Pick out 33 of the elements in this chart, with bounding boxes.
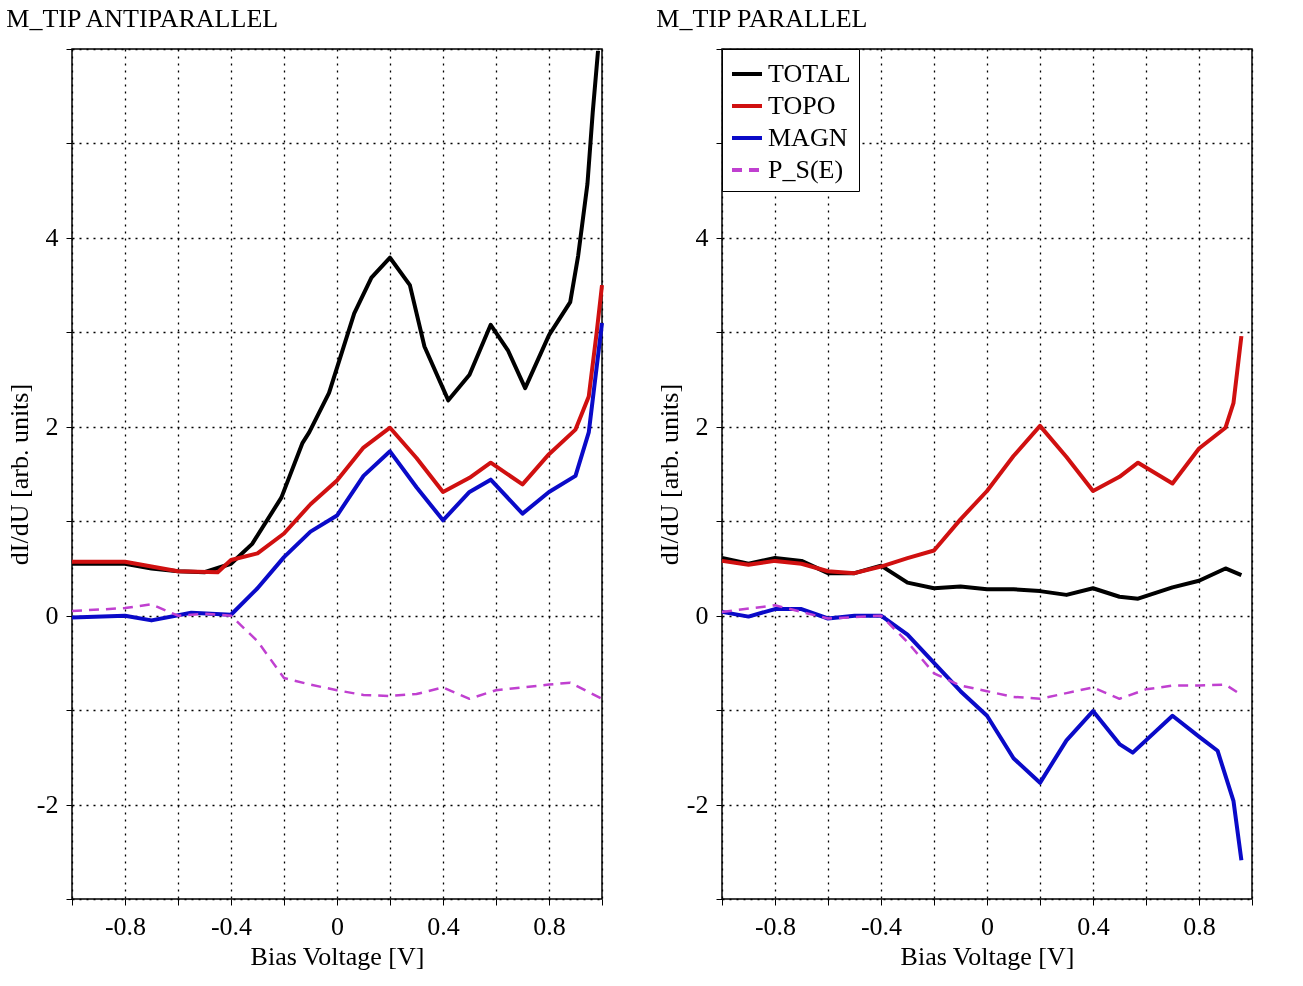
y-tick-label: 4 — [45, 223, 59, 253]
chart-title: M_TIP PARALLEL — [656, 4, 868, 33]
x-tick-label: 0 — [331, 911, 344, 941]
x-tick-label: -0.8 — [104, 911, 147, 941]
x-axis-title: Bias Voltage [V] — [250, 941, 425, 971]
y-tick-label: 2 — [45, 412, 59, 442]
x-tick-label: -0.8 — [754, 911, 797, 941]
y-tick-label: 2 — [695, 412, 709, 442]
line-series — [720, 607, 1244, 863]
y-tick-label: -2 — [36, 790, 59, 820]
x-tick-label: 0.8 — [1183, 911, 1216, 941]
x-tick-label: -0.4 — [860, 911, 903, 941]
y-axis-title: dI/dU [arb. units] — [4, 383, 34, 566]
y-axis-title: dI/dU [arb. units] — [654, 383, 684, 566]
line-series — [70, 283, 604, 575]
legend-label: MAGN — [768, 123, 848, 152]
y-tick-label: 4 — [695, 223, 709, 253]
chart-title: M_TIP ANTIPARALLEL — [6, 4, 279, 33]
x-axis-title: Bias Voltage [V] — [900, 941, 1075, 971]
line-series — [70, 320, 604, 623]
x-tick-label: 0.8 — [533, 911, 566, 941]
legend-label: TOPO — [768, 91, 836, 120]
line-series — [720, 334, 1244, 576]
y-tick-label: -2 — [686, 790, 709, 820]
legend-label: P_S(E) — [768, 155, 844, 184]
x-tick-label: 0.4 — [1077, 911, 1110, 941]
y-tick-label: 0 — [45, 601, 59, 631]
x-tick-label: -0.4 — [210, 911, 253, 941]
y-tick-label: 0 — [695, 601, 709, 631]
x-tick-label: 0 — [981, 911, 994, 941]
line-series — [70, 603, 604, 701]
x-tick-label: 0.4 — [427, 911, 460, 941]
legend-label: TOTAL — [768, 59, 851, 88]
